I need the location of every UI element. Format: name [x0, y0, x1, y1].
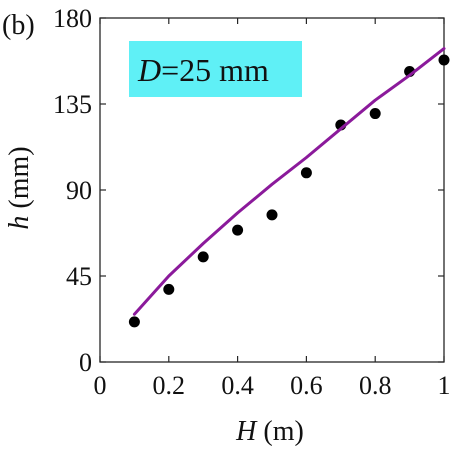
- x-axis-variable: H: [235, 416, 258, 446]
- data-point: [438, 54, 450, 66]
- y-tick-label: 135: [53, 90, 92, 119]
- x-tick-label: 1: [438, 371, 451, 400]
- y-tick-label: 0: [79, 348, 92, 377]
- data-point: [163, 283, 175, 295]
- data-point: [300, 167, 312, 179]
- y-axis-label: h (mm): [4, 146, 35, 229]
- data-point: [369, 108, 381, 120]
- y-axis-variable: h: [4, 216, 35, 230]
- annotation-text: D=25 mm: [137, 52, 269, 88]
- x-tick-label: 0.6: [290, 371, 323, 400]
- y-tick-label: 180: [53, 4, 92, 33]
- annotation-box: [129, 41, 302, 97]
- data-point: [266, 209, 278, 221]
- data-point: [197, 251, 209, 263]
- annotation-value: =25 mm: [161, 52, 269, 88]
- data-point: [128, 316, 140, 328]
- x-axis-unit: (m): [256, 416, 303, 446]
- y-tick-label: 45: [66, 262, 92, 291]
- x-axis-label: H (m): [235, 416, 304, 446]
- annotation-variable: D: [137, 52, 161, 88]
- fit-line: [132, 47, 446, 316]
- x-tick-label: 0.2: [153, 371, 186, 400]
- y-tick-label: 90: [66, 176, 92, 205]
- x-tick-label: 0.8: [359, 371, 392, 400]
- x-tick-label: 0: [94, 371, 107, 400]
- x-tick-label: 0.4: [221, 371, 254, 400]
- data-point: [232, 224, 244, 236]
- plot-area: 0 0.2 0.4 0.6 0.8 1 0 45 90 135 180: [53, 4, 451, 400]
- y-axis-unit: (mm): [4, 146, 35, 215]
- panel-label: (b): [2, 10, 35, 41]
